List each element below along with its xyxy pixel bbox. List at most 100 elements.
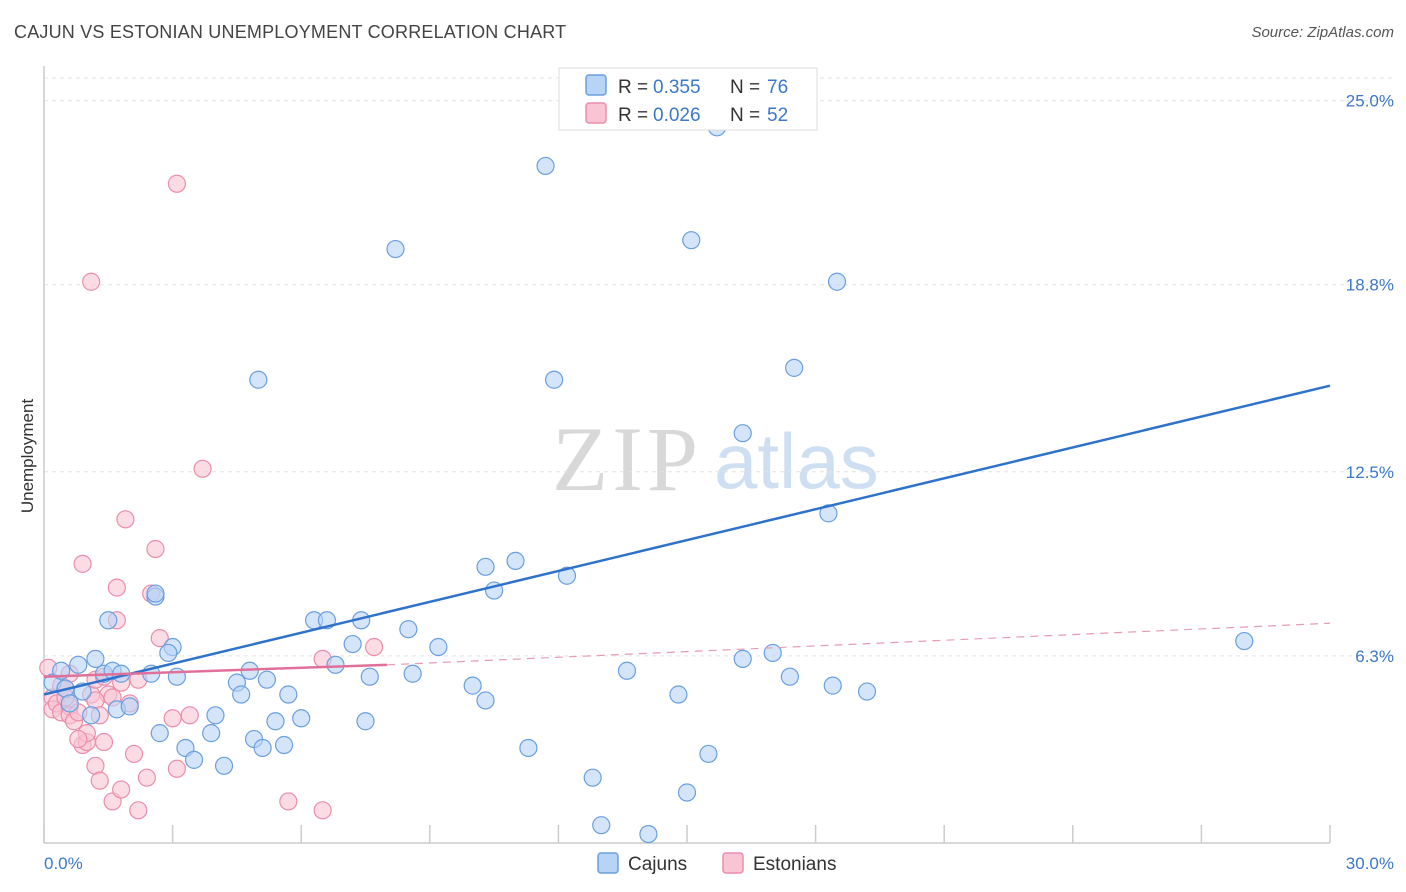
point-cajuns-46	[557, 566, 577, 585]
trend-line-cajuns	[43, 384, 1331, 696]
point-estonians-28	[129, 801, 148, 820]
point-cajuns-38	[356, 712, 375, 731]
chart-title: CAJUN VS ESTONIAN UNEMPLOYMENT CORRELATI…	[14, 22, 567, 42]
point-cajuns-57	[780, 667, 799, 686]
point-cajuns-30	[274, 735, 294, 755]
point-estonians-32	[150, 628, 169, 648]
axes	[43, 66, 1331, 844]
x-tick-label-1: 30.0%	[1346, 854, 1394, 873]
source-label: Source: ZipAtlas.com	[1251, 24, 1394, 41]
point-cajuns-25	[232, 685, 251, 704]
point-cajuns-4	[69, 655, 88, 674]
y-tick-label-3: 25.0%	[1346, 92, 1394, 111]
point-estonians-31	[146, 539, 165, 559]
point-cajuns-51	[677, 783, 697, 802]
legend-r-label-cajuns: R =	[618, 77, 648, 98]
point-cajuns-48	[583, 768, 602, 787]
point-cajuns-60	[682, 231, 701, 250]
legend-n-cajuns: 76	[767, 77, 788, 98]
point-estonians-29	[137, 768, 156, 787]
point-estonians-17	[90, 771, 109, 790]
point-cajuns-40	[399, 620, 418, 639]
point-cajuns-27	[253, 738, 272, 758]
point-cajuns-63	[785, 358, 804, 377]
bottom-legend-label-estonians: Estonians	[753, 854, 836, 875]
watermark: ZIP atlas	[552, 408, 879, 510]
point-estonians-36	[193, 459, 212, 478]
y-tick-label-1: 12.5%	[1346, 463, 1394, 482]
point-cajuns-68	[386, 239, 405, 259]
point-estonians-41	[167, 759, 186, 778]
point-cajuns-32	[292, 709, 311, 728]
point-estonians-40	[364, 637, 384, 657]
point-cajuns-73	[159, 643, 178, 663]
point-cajuns-16	[150, 724, 169, 743]
legend-r-cajuns: 0.355	[653, 77, 701, 98]
point-cajuns-49	[617, 661, 637, 680]
point-estonians-35	[82, 272, 101, 291]
point-estonians-43	[69, 729, 88, 749]
point-estonians-18	[94, 732, 114, 752]
point-estonians-22	[107, 578, 126, 597]
legend-n-label-cajuns: N =	[730, 77, 760, 98]
bottom-legend-swatch-cajuns	[597, 852, 619, 874]
tick-labels: 6.3% 12.5% 18.8% 25.0% 0.0% 30.0%	[44, 92, 1394, 873]
point-estonians-37	[279, 792, 298, 811]
trend-extension-estonians	[386, 622, 1331, 666]
legend-r-label-estonians: R =	[618, 105, 648, 126]
point-cajuns-39	[403, 664, 422, 683]
watermark-zip: ZIP	[552, 408, 702, 510]
point-cajuns-42	[463, 676, 482, 695]
point-cajuns-6	[82, 706, 101, 725]
point-cajuns-23	[214, 756, 234, 775]
point-cajuns-43	[476, 691, 495, 710]
point-cajuns-70	[476, 557, 495, 576]
bottom-legend-label-cajuns: Cajuns	[628, 854, 687, 875]
y-tick-label-0: 6.3%	[1355, 647, 1394, 666]
point-estonians-46	[73, 554, 92, 573]
point-cajuns-37	[360, 667, 379, 686]
point-estonians-27	[124, 744, 144, 764]
point-estonians-39	[313, 801, 332, 820]
legend-n-estonians: 52	[767, 105, 788, 126]
point-cajuns-67	[827, 272, 847, 291]
point-cajuns-75	[1235, 631, 1254, 651]
point-cajuns-58	[545, 370, 564, 389]
point-cajuns-9	[99, 611, 118, 630]
point-cajuns-35	[326, 655, 345, 674]
point-cajuns-66	[857, 682, 877, 701]
legend-r-estonians: 0.026	[653, 105, 701, 126]
legend: R = 0.355 N = 76 R = 0.026 N = 52	[558, 67, 818, 131]
point-cajuns-53	[669, 685, 688, 704]
point-cajuns-52	[639, 824, 658, 844]
bottom-legend: Cajuns Estonians	[597, 852, 836, 875]
trend-lines	[43, 384, 1331, 696]
point-cajuns-54	[699, 744, 718, 764]
point-estonians-51	[180, 706, 199, 725]
point-cajuns-28	[257, 670, 277, 689]
point-cajuns-55	[733, 649, 752, 668]
point-cajuns-59	[536, 156, 555, 176]
point-estonians-33	[163, 709, 182, 728]
point-cajuns-41	[429, 637, 448, 657]
point-cajuns-29	[266, 712, 285, 731]
point-cajuns-65	[823, 676, 842, 695]
point-cajuns-45	[519, 738, 538, 758]
point-cajuns-3	[60, 694, 79, 713]
legend-swatch-cajuns	[585, 74, 607, 96]
point-cajuns-50	[592, 816, 611, 835]
legend-n-label-estonians: N =	[730, 105, 760, 126]
point-cajuns-71	[146, 584, 165, 603]
point-cajuns-56	[763, 643, 782, 663]
point-cajuns-47	[506, 551, 525, 570]
point-cajuns-62	[733, 424, 752, 443]
y-tick-label-2: 18.8%	[1346, 276, 1394, 295]
point-estonians-25	[116, 510, 135, 529]
point-estonians-47	[112, 780, 131, 799]
legend-swatch-estonians	[585, 102, 607, 124]
point-cajuns-20	[184, 750, 204, 769]
point-cajuns-22	[206, 706, 225, 725]
point-cajuns-31	[279, 685, 298, 704]
data-points	[39, 118, 1254, 844]
